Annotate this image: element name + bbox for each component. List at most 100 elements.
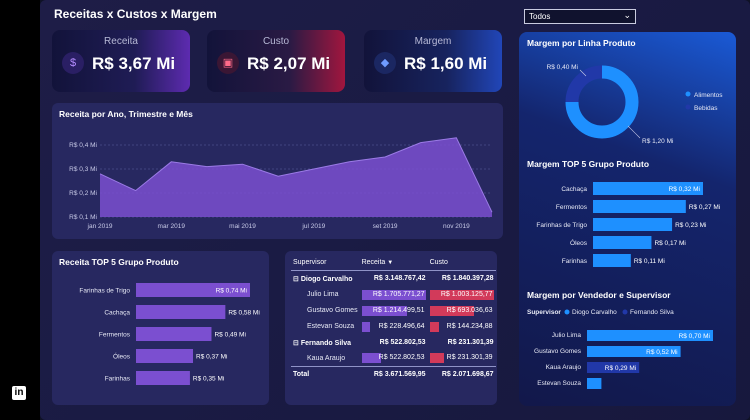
receita-data-bar: R$ 1.214.499,51 (361, 305, 426, 316)
kpi-card-margem: Margem ◆ R$ 1,60 Mi (364, 30, 502, 92)
receita-cell: R$ 1.214.499,51 (360, 303, 428, 319)
category-label: Óleos (570, 238, 588, 247)
supervisor-name: Estevan Souza (307, 323, 355, 330)
data-label: R$ 0,37 Mi (196, 354, 227, 361)
category-label: Farinhas (562, 258, 588, 265)
money-bag-icon: $ (62, 52, 84, 74)
page-title: Receitas x Custos x Margem (54, 7, 217, 21)
category-label: Cachaça (104, 310, 130, 317)
supervisor-cell: Estevan Souza (291, 319, 360, 335)
custo-data-bar: R$ 231.301,39 (429, 353, 494, 364)
receita-data-bar: R$ 1.705.771,27 (361, 289, 426, 300)
collapse-icon[interactable]: ⊟ (293, 339, 301, 347)
margin-icon: ◆ (374, 52, 396, 74)
revenue-trend-panel: Receita por Ano, Trimestre e Mês R$ 0,1 … (52, 103, 503, 239)
bar-fill (361, 289, 426, 300)
custo-cell: R$ 1.840.397,28 (441, 275, 494, 283)
category-label: Estevan Souza (537, 380, 581, 387)
category-label: Farinhas (105, 376, 131, 383)
custo-cell: R$ 231.301,39 (428, 351, 496, 367)
legend-marker (622, 309, 628, 315)
matrix-row: Julio Lima R$ 1.705.771,27 R$ 1.003.125,77 (291, 287, 496, 303)
category-label: Farinhas de Trigo (79, 288, 130, 295)
right-panel: Margem por Linha Produto R$ 1,20 Mi R$ 0,… (519, 32, 736, 406)
cell-value: R$ 693.036,63 (446, 306, 493, 314)
chevron-down-icon: ⌄ (623, 10, 631, 20)
cell-value: R$ 231.301,39 (446, 354, 493, 362)
category-label: Fermentos (556, 204, 588, 211)
data-label: R$ 0,35 Mi (193, 376, 224, 383)
receita-cell: R$ 3.671.569,95 (359, 366, 428, 383)
donut-title: Margem por Linha Produto (527, 38, 636, 48)
data-label: R$ 0,23 Mi (675, 222, 706, 229)
panel-title: Receita por Ano, Trimestre e Mês (59, 109, 193, 119)
top5-revenue-bar-chart: Farinhas de Trigo R$ 0,74 Mi Cachaça R$ 0,5… (79, 283, 260, 385)
legend-marker (564, 309, 570, 315)
x-tick-label: set 2019 (373, 223, 398, 230)
revenue-area-chart: R$ 0,1 Mi R$ 0,2 Mi R$ 0,3 Mi R$ 0,4 Mi jan … (69, 137, 493, 230)
bar (587, 378, 602, 389)
supervisor-name: Kaua Araujo (307, 354, 346, 362)
cell-value: R$ 1.003.125,77 (440, 290, 493, 298)
supervisor-cell: Total (291, 366, 360, 383)
supervisor-cell[interactable]: ⊟ Diogo Carvalho (291, 271, 360, 287)
matrix-row: Estevan Souza R$ 228.496,64 R$ 144.234,88 (291, 319, 496, 335)
custo-cell: R$ 1.003.125,77 (428, 287, 496, 303)
custo-data-bar: R$ 1.003.125,77 (429, 289, 494, 300)
bar (593, 200, 686, 213)
kpi-label: Custo (262, 36, 290, 47)
kpi-card-custo: Custo ▣ R$ 2,07 Mi (207, 30, 345, 92)
col-header-supervisor[interactable]: Supervisor (291, 257, 360, 271)
cell-value: R$ 522.802,53 (378, 354, 425, 362)
bar-fill (361, 353, 382, 364)
category-label: Fermentos (99, 332, 131, 339)
bar-fill (429, 321, 439, 332)
supervisor-name: Julio Lima (307, 291, 339, 298)
receita-cell: R$ 3.148.767,42 (373, 275, 426, 283)
col-header-custo[interactable]: Custo (427, 257, 496, 271)
revenue-area-fill (100, 137, 492, 217)
kpi-card-receita: Receita $ R$ 3,67 Mi (52, 30, 190, 92)
cell-value: R$ 144.234,88 (446, 322, 493, 330)
bar (136, 327, 212, 341)
bar (593, 218, 673, 231)
data-label: R$ 0,58 Mi (228, 310, 259, 317)
custo-cell: R$ 693.036,63 (428, 303, 496, 319)
bar (136, 305, 226, 319)
linkedin-icon[interactable]: in (12, 386, 26, 400)
collapse-icon[interactable]: ⊟ (293, 275, 301, 283)
data-label: R$ 0,52 Mi (646, 349, 677, 356)
revenue-area-line (99, 137, 493, 213)
category-label: Farinhas de Trigo (536, 222, 587, 229)
matrix-group-row: ⊟ Diogo Carvalho R$ 3.148.767,42 R$ 1.840.… (291, 271, 496, 287)
donut-slice (565, 65, 639, 139)
bar-fill (429, 305, 474, 316)
legend-label: Fernando Silva (630, 309, 674, 316)
data-label: R$ 0,17 Mi (654, 240, 685, 247)
filter-dropdown[interactable]: Todos ⌄ (524, 9, 636, 24)
supervisor-cell[interactable]: ⊟ Fernando Silva (291, 335, 360, 351)
top5-revenue-panel: Receita TOP 5 Grupo Produto Farinhas de … (52, 251, 269, 405)
filter-value: Todos (529, 12, 551, 21)
bar (136, 283, 250, 297)
receita-cell: R$ 522.802,53 (360, 351, 428, 367)
legend-label: Alimentos (694, 92, 723, 99)
col-header-receita[interactable]: Receita ▼ (359, 257, 428, 271)
data-label: R$ 0,74 Mi (216, 288, 247, 295)
matrix-total-row: Total R$ 3.671.569,95 R$ 2.071.698,67 (291, 366, 496, 383)
data-label: R$ 1,20 Mi (642, 138, 673, 145)
cost-icon: ▣ (217, 52, 239, 74)
y-tick-label: R$ 0,4 Mi (69, 142, 97, 149)
supervisor-matrix: Supervisor Receita ▼ Custo ⊟ Diogo Carva… (291, 257, 496, 383)
custo-data-bar: R$ 144.234,88 (429, 321, 494, 332)
supervisor-name: Total (293, 371, 310, 379)
panel-title: Receita TOP 5 Grupo Produto (59, 257, 179, 267)
bar (587, 346, 681, 357)
bar-fill (361, 305, 408, 316)
bar (593, 254, 631, 267)
kpi-value: R$ 3,67 Mi (92, 54, 176, 73)
receita-cell: R$ 522.802,53 (379, 339, 426, 346)
donut-slice (565, 65, 603, 103)
y-tick-label: R$ 0,1 Mi (69, 214, 97, 221)
supervisor-name: Gustavo Gomes (307, 307, 358, 314)
